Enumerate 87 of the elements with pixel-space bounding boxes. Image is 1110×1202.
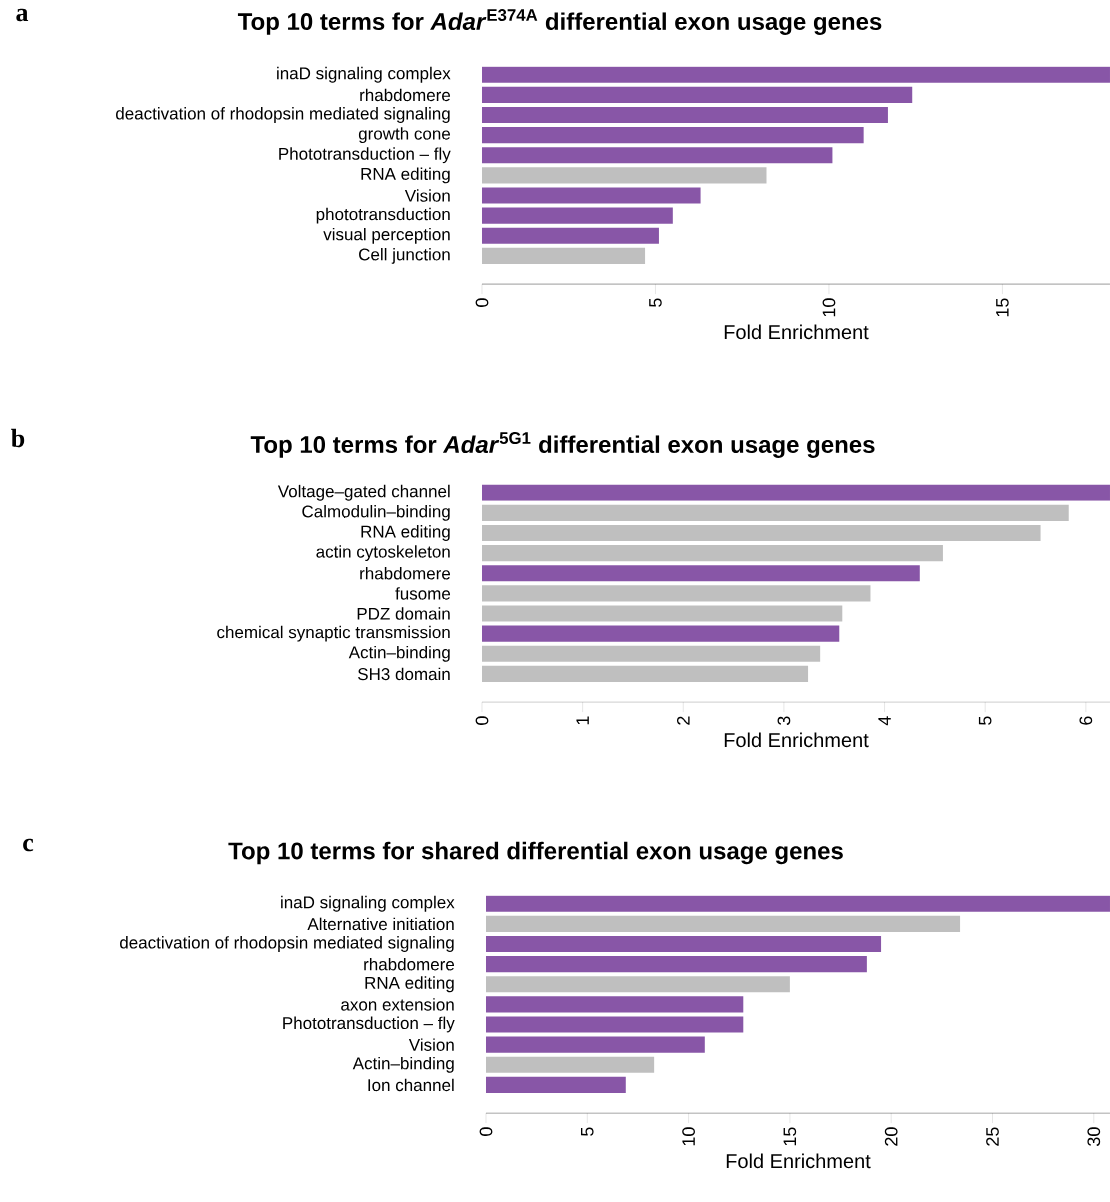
x-axis-title: Fold Enrichment <box>724 732 869 748</box>
bar <box>486 895 1110 912</box>
x-tick-label: 10 <box>682 1127 695 1146</box>
y-tick-label: Calmodulin–binding <box>302 504 450 521</box>
x-tick-label: 5 <box>978 716 992 725</box>
y-tick-label: fusome <box>395 587 451 600</box>
y-tick-label: Phototransduction – fly <box>279 147 451 164</box>
chart-title: Top 10 terms for shared differential exon usage genes <box>228 841 843 865</box>
x-tick-label: 5 <box>581 1127 594 1136</box>
x-tick-label: 25 <box>986 1127 999 1146</box>
y-tick-label: rhabdomere <box>364 957 455 971</box>
bar <box>482 625 840 642</box>
bar <box>486 1076 626 1093</box>
bar <box>481 106 888 124</box>
bar <box>482 565 920 582</box>
bar <box>486 956 867 973</box>
x-tick-label: 5 <box>649 298 662 307</box>
bar <box>482 545 943 562</box>
y-tick-label: deactivation of rhodopsin mediated signaling <box>120 936 454 952</box>
y-tick-label: Cell junction <box>359 248 450 264</box>
y-tick-label: PDZ domain <box>357 607 450 620</box>
bar <box>481 127 864 144</box>
y-tick-label: inaD signaling complex <box>281 895 455 912</box>
y-tick-label: rhabdomere <box>360 88 451 102</box>
x-tick-label: 0 <box>475 716 489 725</box>
text: b <box>11 428 25 448</box>
bar <box>482 665 809 682</box>
y-tick-label: Actin–binding <box>348 645 450 662</box>
bar <box>482 524 1041 542</box>
y-tick-label: rhabdomere <box>360 567 451 580</box>
bar <box>481 147 833 164</box>
x-axis-title: Fold Enrichment <box>726 1153 871 1169</box>
y-tick-label: Ion channel <box>368 1078 454 1092</box>
y-tick-label: actin cytoskeleton <box>316 545 450 562</box>
bar <box>481 247 646 264</box>
y-tick-label: SH3 domain <box>358 667 450 681</box>
x-tick-label: 1 <box>576 716 589 725</box>
bar <box>486 935 882 953</box>
x-tick-label: 2 <box>676 716 690 725</box>
bar <box>482 504 1069 521</box>
y-tick-label: RNA editing <box>365 976 454 993</box>
x-tick-label: 0 <box>475 298 489 307</box>
y-tick-label: RNA editing <box>361 525 450 541</box>
y-tick-label: deactivation of rhodopsin mediated signaling <box>116 107 450 123</box>
x-tick-label: 15 <box>783 1127 797 1146</box>
y-tick-label: Vision <box>404 189 450 202</box>
bar <box>482 645 821 662</box>
bar <box>481 227 659 244</box>
x-tick-label: 15 <box>996 298 1009 317</box>
bar <box>481 86 913 103</box>
bar <box>481 66 1110 83</box>
bar <box>486 976 790 993</box>
x-tick-label: 30 <box>1087 1127 1101 1146</box>
bar <box>486 1016 744 1033</box>
y-tick-label: Voltage–gated channel <box>277 484 450 501</box>
bar <box>482 484 1110 501</box>
y-tick-label: visual perception <box>323 227 450 244</box>
bar <box>482 585 871 602</box>
bar <box>486 915 961 932</box>
bar <box>481 187 701 204</box>
y-tick-label: inaD signaling complex <box>277 66 451 83</box>
bar <box>481 207 673 224</box>
y-tick-label: Actin–binding <box>352 1056 454 1073</box>
y-tick-label: growth cone <box>358 127 451 144</box>
chart-title: Top 10 terms for Adar$^{5G1}$ differential exon usage genes <box>250 432 875 458</box>
bar <box>481 167 767 184</box>
x-tick-label: 20 <box>884 1127 898 1146</box>
bar <box>486 996 744 1013</box>
x-tick-label: 3 <box>777 716 791 725</box>
bar <box>486 1036 705 1053</box>
text: c <box>23 838 34 852</box>
x-tick-label: 6 <box>1079 716 1093 725</box>
y-tick-label: axon extension <box>341 998 454 1011</box>
x-tick-label: 0 <box>479 1127 493 1136</box>
bar <box>486 1056 655 1073</box>
chart-title: Top 10 terms for Adar$^{E374A}$ differential exon usage genes <box>237 9 882 35</box>
x-tick-label: 10 <box>822 298 836 317</box>
text: a <box>16 8 29 22</box>
y-tick-label: Vision <box>408 1038 454 1051</box>
x-tick-label: 4 <box>878 716 891 726</box>
bar <box>482 605 843 622</box>
y-tick-label: Alternative initiation <box>307 917 454 931</box>
y-tick-label: phototransduction <box>316 207 450 224</box>
y-tick-label: RNA editing <box>361 167 450 184</box>
x-axis-title: Fold Enrichment <box>724 324 869 340</box>
y-tick-label: chemical synaptic transmission <box>217 625 450 642</box>
y-tick-label: Phototransduction – fly <box>283 1016 455 1033</box>
